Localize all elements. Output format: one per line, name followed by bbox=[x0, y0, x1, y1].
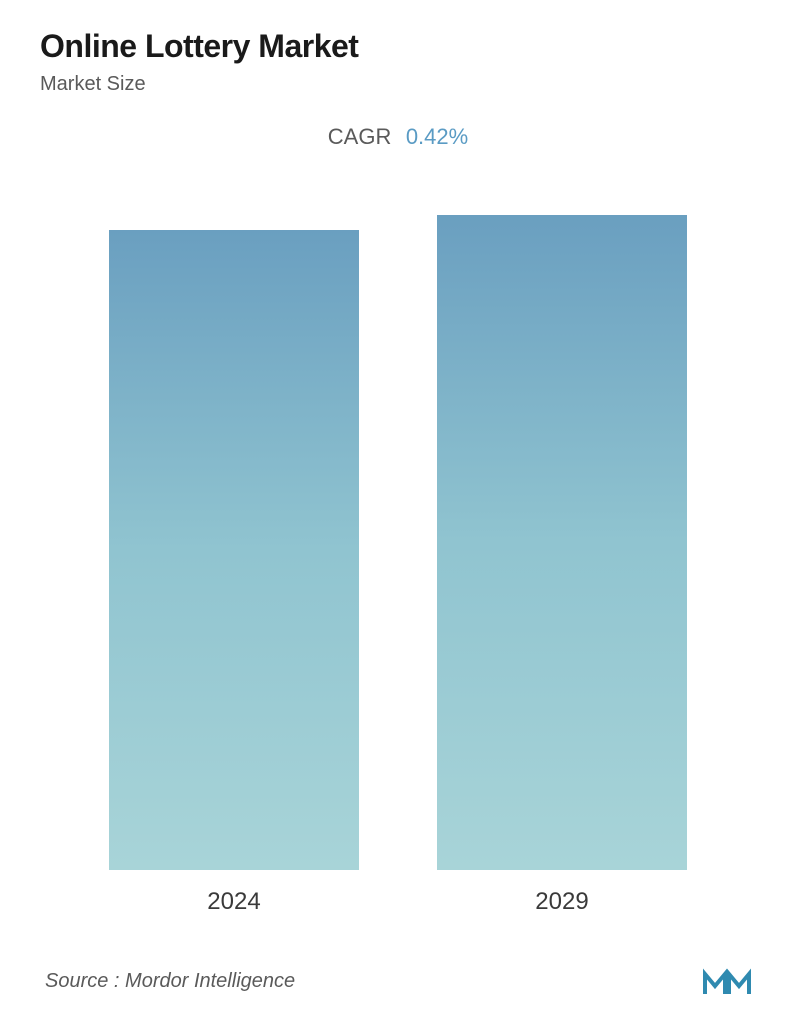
mordor-logo-icon bbox=[703, 966, 751, 996]
footer: Source : Mordor Intelligence bbox=[40, 966, 756, 996]
chart-title: Online Lottery Market bbox=[40, 28, 756, 65]
bar-1 bbox=[437, 215, 687, 870]
bar-0 bbox=[109, 230, 359, 870]
source-text: Source : Mordor Intelligence bbox=[45, 970, 295, 993]
x-label-1: 2029 bbox=[398, 888, 726, 916]
chart-subtitle: Market Size bbox=[40, 73, 756, 96]
bar-group-1 bbox=[398, 215, 726, 870]
chart-area bbox=[40, 210, 756, 870]
bar-group-0 bbox=[70, 230, 398, 870]
cagr-value: 0.42% bbox=[406, 124, 468, 150]
x-label-0: 2024 bbox=[70, 888, 398, 916]
cagr-row: CAGR 0.42% bbox=[40, 124, 756, 150]
cagr-label: CAGR bbox=[328, 124, 392, 150]
x-axis-labels: 2024 2029 bbox=[40, 888, 756, 916]
